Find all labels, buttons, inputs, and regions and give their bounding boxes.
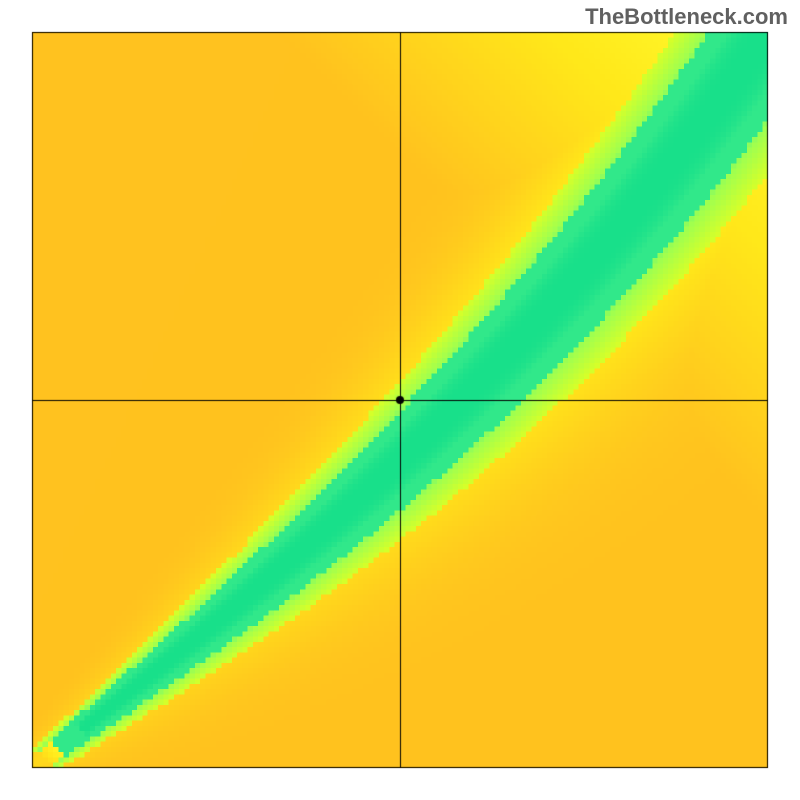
heatmap-canvas — [32, 32, 768, 768]
watermark-text: TheBottleneck.com — [585, 4, 788, 30]
chart-container: TheBottleneck.com — [0, 0, 800, 800]
